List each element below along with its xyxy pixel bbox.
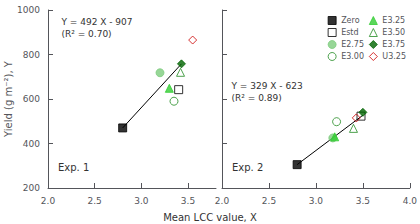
svg-text:3.5: 3.5 [181,196,195,206]
svg-text:Zero: Zero [341,16,360,25]
svg-text:3.0: 3.0 [134,196,149,206]
svg-text:4.0: 4.0 [403,196,418,206]
svg-text:Exp. 2: Exp. 2 [232,162,263,173]
svg-text:E3.00: E3.00 [341,52,364,61]
svg-text:(R² = 0.70): (R² = 0.70) [61,29,111,39]
svg-text:200: 200 [23,183,40,193]
svg-text:Estd: Estd [341,28,358,37]
svg-text:Mean LCC value, X: Mean LCC value, X [163,212,257,223]
svg-text:U3.25: U3.25 [382,52,406,61]
svg-text:400: 400 [23,139,40,149]
svg-text:1000: 1000 [17,5,40,15]
svg-text:Y = 492 X - 907: Y = 492 X - 907 [60,17,132,27]
svg-text:2.5: 2.5 [262,196,276,206]
svg-text:E2.75: E2.75 [341,40,364,49]
svg-text:600: 600 [23,94,40,104]
svg-text:Exp. 1: Exp. 1 [58,162,89,173]
svg-text:3.0: 3.0 [309,196,324,206]
svg-text:(R² = 0.89): (R² = 0.89) [232,93,282,103]
svg-text:E3.50: E3.50 [382,28,405,37]
svg-text:Yield (g m⁻²), Y: Yield (g m⁻²), Y [3,60,14,138]
svg-text:Y = 329 X - 623: Y = 329 X - 623 [231,81,303,91]
svg-text:E3.75: E3.75 [382,40,405,49]
svg-text:2.0: 2.0 [41,196,56,206]
svg-text:800: 800 [23,50,40,60]
svg-text:3.5: 3.5 [356,196,370,206]
svg-text:2.0: 2.0 [215,196,230,206]
svg-text:2.5: 2.5 [88,196,102,206]
svg-text:E3.25: E3.25 [382,16,405,25]
